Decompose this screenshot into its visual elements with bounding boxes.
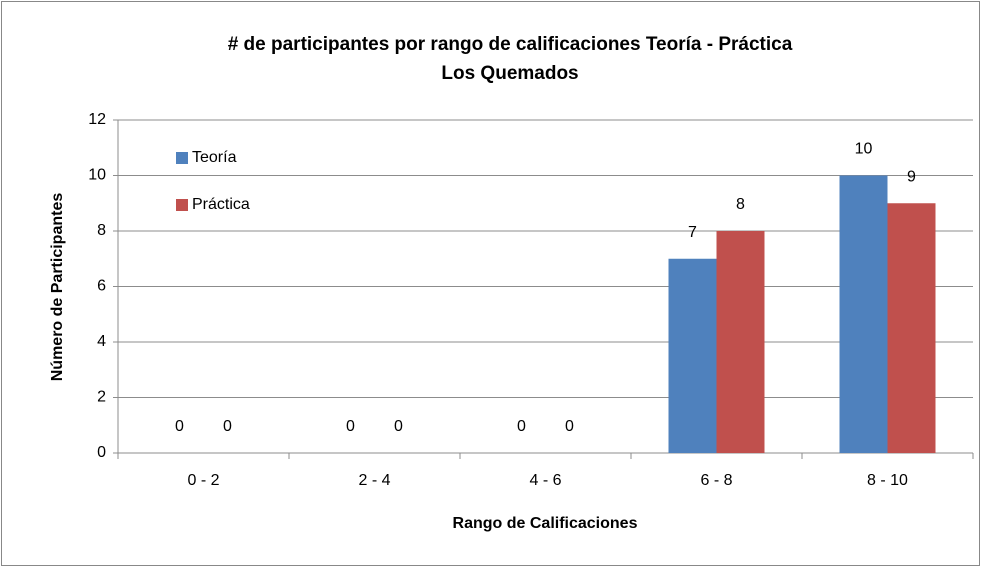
y-tick-label: 12 (88, 111, 106, 128)
data-label: 0 (565, 418, 574, 435)
legend-label: Teoría (192, 149, 237, 166)
data-label: 7 (688, 224, 697, 241)
x-axis-title: Rango de Calificaciones (453, 515, 638, 532)
data-label: 0 (517, 418, 526, 435)
x-tick-label: 6 - 8 (700, 472, 732, 489)
y-tick-label: 10 (88, 167, 106, 184)
data-label: 0 (223, 418, 232, 435)
y-tick-label: 8 (97, 222, 106, 239)
y-tick-label: 0 (97, 444, 106, 461)
data-label: 0 (394, 418, 403, 435)
y-axis-title: Número de Participantes (49, 193, 66, 382)
y-tick-label: 4 (97, 333, 106, 350)
data-label: 9 (907, 168, 916, 185)
legend-swatch (176, 199, 188, 211)
bar (839, 175, 888, 453)
legend-label: Práctica (192, 196, 250, 213)
data-label: 10 (855, 141, 873, 158)
chart-title: # de participantes por rango de califica… (228, 34, 793, 55)
chart-subtitle: Los Quemados (441, 63, 578, 84)
x-tick-label: 8 - 10 (867, 472, 908, 489)
y-tick-label: 2 (97, 389, 106, 406)
bar (668, 258, 717, 453)
x-tick-label: 2 - 4 (358, 472, 390, 489)
y-tick-label: 6 (97, 278, 106, 295)
bar (887, 203, 936, 453)
data-label: 8 (736, 196, 745, 213)
data-label: 0 (175, 418, 184, 435)
x-tick-label: 0 - 2 (187, 472, 219, 489)
x-tick-label: 4 - 6 (529, 472, 561, 489)
data-label: 0 (346, 418, 355, 435)
bar (716, 231, 765, 453)
legend-swatch (176, 152, 188, 164)
